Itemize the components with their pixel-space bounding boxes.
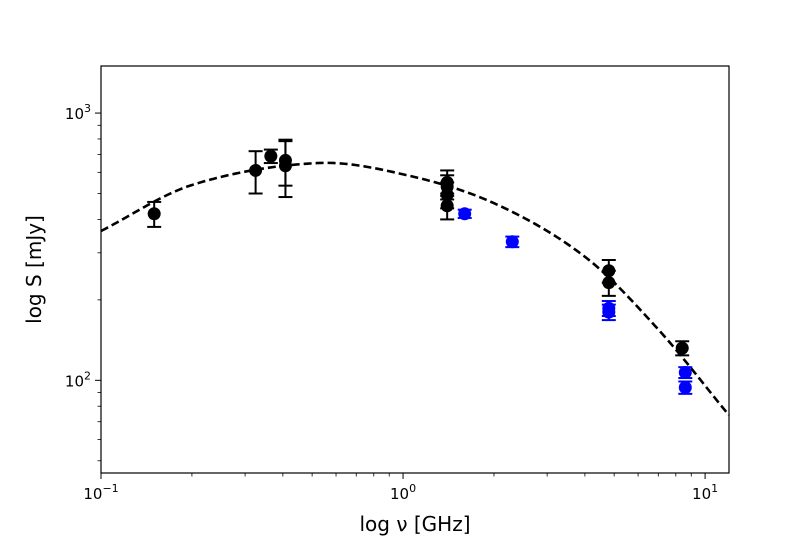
data-points-layer bbox=[147, 138, 693, 395]
data-point bbox=[505, 235, 520, 249]
fit-curve-layer bbox=[100, 161, 731, 417]
point-marker bbox=[249, 163, 263, 177]
data-point bbox=[678, 380, 693, 395]
point-marker bbox=[602, 305, 616, 319]
point-marker bbox=[458, 207, 472, 221]
data-point bbox=[678, 365, 693, 380]
point-marker bbox=[678, 381, 692, 395]
x-tick-label: 10−1 bbox=[83, 482, 118, 503]
data-point bbox=[601, 303, 616, 322]
y-axis-label: log S [mJy] bbox=[22, 215, 46, 324]
point-marker bbox=[278, 159, 292, 173]
point-marker bbox=[264, 149, 278, 163]
data-point bbox=[601, 269, 616, 297]
data-point bbox=[675, 340, 690, 357]
point-marker bbox=[440, 199, 454, 213]
point-marker bbox=[602, 276, 616, 290]
ticks-layer: 10−1 100 101 102 103 bbox=[65, 102, 718, 503]
data-point bbox=[457, 207, 472, 221]
x-tick-label: 101 bbox=[692, 482, 718, 503]
point-marker bbox=[505, 235, 519, 249]
x-axis-label: log ν [GHz] bbox=[359, 512, 470, 536]
data-point bbox=[263, 148, 278, 165]
plot-frame bbox=[100, 65, 730, 474]
y-tick-label: 102 bbox=[65, 369, 91, 390]
fit-curve-line bbox=[100, 161, 731, 417]
data-point bbox=[147, 200, 162, 228]
x-tick-label: 100 bbox=[390, 482, 416, 503]
data-point bbox=[278, 140, 293, 199]
point-marker bbox=[675, 341, 689, 355]
data-point bbox=[440, 192, 455, 221]
y-tick-label: 103 bbox=[65, 102, 91, 123]
data-point bbox=[248, 150, 263, 195]
point-marker bbox=[147, 207, 161, 221]
point-marker bbox=[678, 365, 692, 379]
